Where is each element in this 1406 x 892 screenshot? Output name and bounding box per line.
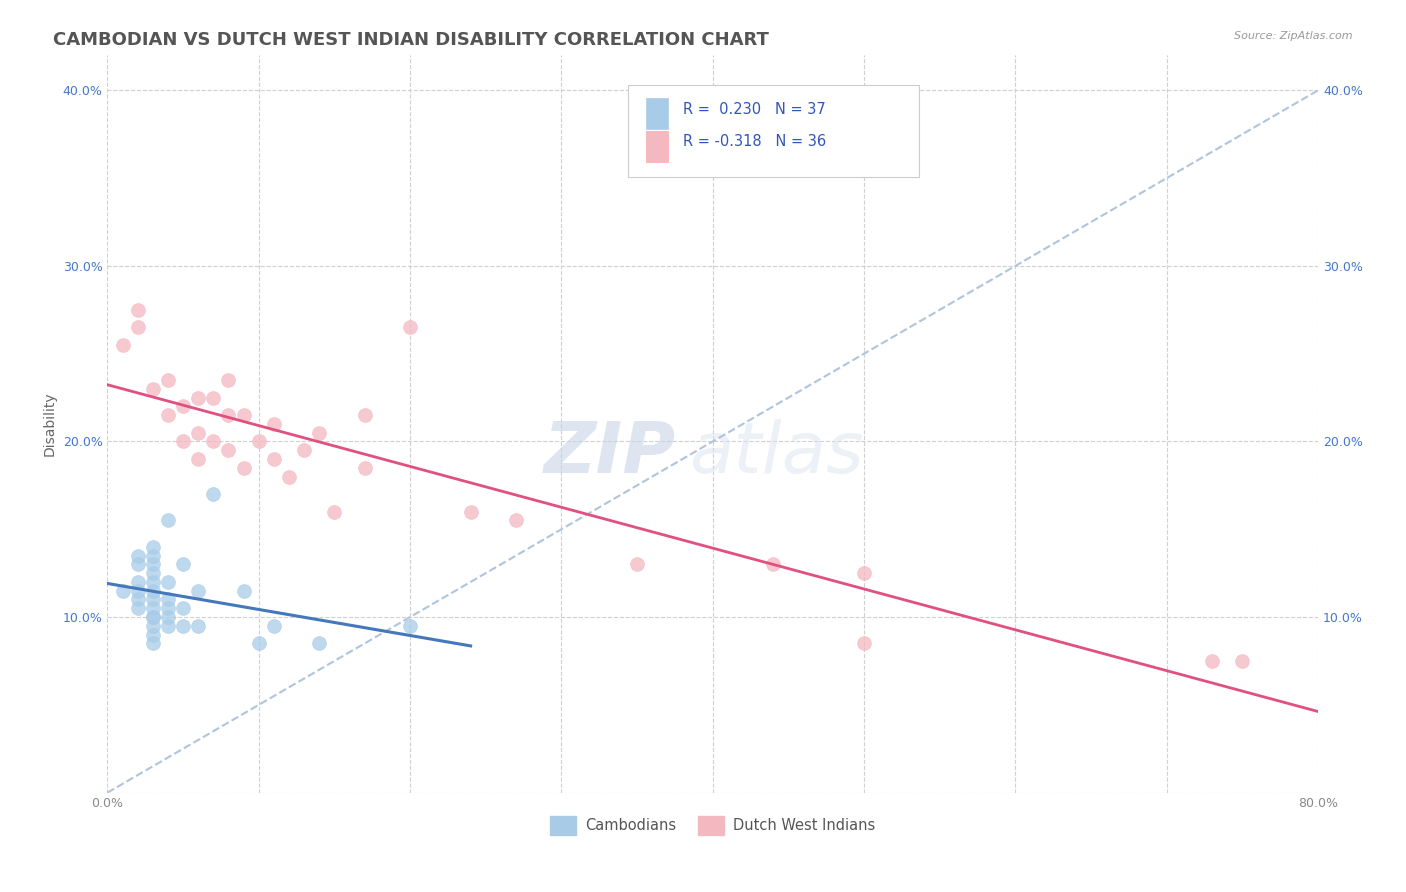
Point	[142, 610, 165, 624]
Point	[218, 443, 240, 458]
Point	[172, 619, 194, 633]
Point	[460, 505, 482, 519]
Point	[853, 636, 876, 650]
Text: atlas: atlas	[689, 419, 863, 488]
Text: ZIP: ZIP	[544, 419, 676, 488]
Point	[323, 505, 346, 519]
Point	[142, 601, 165, 615]
Point	[156, 513, 179, 527]
Point	[505, 513, 527, 527]
Point	[232, 408, 254, 422]
Point	[142, 540, 165, 554]
Point	[142, 592, 165, 607]
Point	[1232, 654, 1254, 668]
Point	[172, 434, 194, 449]
Point	[202, 487, 225, 501]
Point	[127, 574, 149, 589]
Point	[218, 373, 240, 387]
Point	[202, 434, 225, 449]
Point	[142, 549, 165, 563]
Point	[172, 558, 194, 572]
Point	[263, 619, 285, 633]
Point	[142, 574, 165, 589]
Point	[156, 601, 179, 615]
Point	[1201, 654, 1223, 668]
Point	[247, 636, 270, 650]
Point	[853, 566, 876, 581]
Point	[187, 425, 209, 440]
Point	[399, 320, 422, 334]
Legend: Cambodians, Dutch West Indians: Cambodians, Dutch West Indians	[544, 810, 882, 840]
Point	[127, 583, 149, 598]
Point	[156, 574, 179, 589]
Point	[111, 338, 134, 352]
Point	[353, 460, 375, 475]
Point	[156, 373, 179, 387]
Point	[111, 583, 134, 598]
Point	[187, 452, 209, 467]
Y-axis label: Disability: Disability	[44, 392, 58, 456]
Point	[353, 408, 375, 422]
Point	[308, 425, 330, 440]
Point	[187, 391, 209, 405]
Point	[187, 583, 209, 598]
Text: R =  0.230   N = 37: R = 0.230 N = 37	[682, 102, 825, 117]
Point	[232, 460, 254, 475]
FancyBboxPatch shape	[647, 98, 668, 128]
Text: Source: ZipAtlas.com: Source: ZipAtlas.com	[1234, 31, 1353, 41]
Point	[247, 434, 270, 449]
Point	[292, 443, 315, 458]
Point	[172, 601, 194, 615]
Point	[156, 592, 179, 607]
Point	[142, 583, 165, 598]
Point	[218, 408, 240, 422]
Point	[399, 619, 422, 633]
Point	[127, 558, 149, 572]
Point	[278, 469, 301, 483]
Point	[156, 619, 179, 633]
Point	[127, 549, 149, 563]
Point	[127, 320, 149, 334]
Point	[263, 417, 285, 431]
Point	[142, 558, 165, 572]
Point	[172, 400, 194, 414]
Point	[142, 619, 165, 633]
Point	[263, 452, 285, 467]
Point	[156, 408, 179, 422]
Text: CAMBODIAN VS DUTCH WEST INDIAN DISABILITY CORRELATION CHART: CAMBODIAN VS DUTCH WEST INDIAN DISABILIT…	[53, 31, 769, 49]
FancyBboxPatch shape	[628, 85, 918, 177]
Point	[127, 592, 149, 607]
Point	[142, 627, 165, 641]
Point	[232, 583, 254, 598]
FancyBboxPatch shape	[647, 131, 668, 162]
Text: R = -0.318   N = 36: R = -0.318 N = 36	[682, 134, 825, 149]
Point	[127, 302, 149, 317]
Point	[308, 636, 330, 650]
Point	[142, 610, 165, 624]
Point	[187, 619, 209, 633]
Point	[142, 382, 165, 396]
Point	[142, 566, 165, 581]
Point	[142, 636, 165, 650]
Point	[202, 391, 225, 405]
Point	[156, 610, 179, 624]
Point	[762, 558, 785, 572]
Point	[626, 558, 648, 572]
Point	[127, 601, 149, 615]
